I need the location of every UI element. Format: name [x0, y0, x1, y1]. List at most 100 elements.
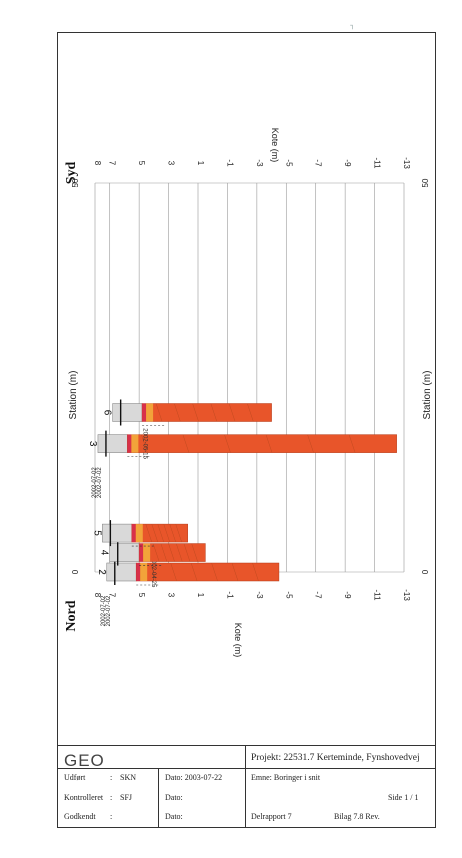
nord-label: Nord [64, 600, 79, 631]
borehole-peat-layer [139, 543, 144, 562]
row-date: Dato: 2003-07-22 [165, 773, 223, 782]
clay-hatch [169, 524, 176, 543]
borehole-date: 2002-07-02 [101, 595, 107, 626]
borehole-sand-layer [135, 524, 143, 543]
station-axis-title-right: Station (m) [422, 371, 433, 420]
clay-hatch [170, 562, 177, 582]
kote-tick-label-bottom: -5 [284, 591, 293, 599]
row-appendix: Bilag 7.8 Rev. [334, 812, 380, 821]
clay-hatch [265, 434, 273, 453]
kote-tick-label-bottom: -11 [373, 590, 382, 602]
title-block-divider [245, 745, 246, 828]
kote-tick-label-bottom: 5 [137, 593, 146, 598]
row-label: Kontrolleret [64, 793, 104, 802]
borehole-id: 3 [87, 441, 98, 447]
station-tick-label-left: 50 [71, 178, 80, 187]
kote-tick-label-top: 7 [108, 161, 117, 166]
clay-hatch [210, 403, 218, 422]
clay-hatch [307, 434, 314, 453]
kote-tick-label-bottom: -1 [225, 591, 234, 599]
geo-logo: GEO [64, 751, 105, 770]
station-tick-label-right: 50 [421, 178, 430, 187]
clay-hatch [175, 524, 182, 543]
clay-hatch [231, 562, 239, 582]
kote-tick-label-bottom: 8 [93, 593, 102, 598]
title-block-divider-2 [158, 768, 159, 828]
clay-hatch [141, 434, 148, 453]
row-subject: Emne: Boringer i snit [251, 773, 321, 782]
syd-label: Syd [64, 162, 79, 185]
borehole-id: 2 [96, 569, 107, 575]
title-block-line [57, 768, 436, 769]
kote-tick-label-bottom: -3 [255, 591, 264, 599]
borehole-id: 5 [91, 530, 102, 536]
station-tick-label-left: 0 [71, 569, 80, 574]
clay-hatch [157, 524, 164, 543]
clay-hatch [145, 524, 153, 543]
page-frame [57, 32, 436, 828]
kote-tick-label-top: 3 [167, 161, 176, 166]
kote-axis-title-bottom: Kote (m) [233, 623, 243, 658]
kote-tick-label-bottom: -13 [402, 589, 411, 601]
borehole-peat-layer [127, 434, 132, 453]
borehole-sample-label: 2002-04-25 [150, 557, 156, 588]
kote-tick-label-bottom: 1 [196, 593, 205, 598]
clay-hatch [190, 562, 198, 582]
borehole-sand-layer [143, 543, 151, 562]
clay-hatch [160, 543, 168, 562]
kote-tick-label-top: 1 [196, 161, 205, 166]
clay-hatch [176, 543, 183, 562]
borehole-sand-layer [131, 434, 139, 453]
borehole-fill-layer [109, 543, 140, 562]
kote-axis-title-top: Kote (m) [270, 128, 280, 163]
kote-tick-label-top: -5 [284, 159, 293, 167]
borehole-date: 2002-07-02 [97, 467, 103, 498]
kote-tick-label-top: -3 [255, 159, 264, 167]
clay-hatch [152, 543, 160, 562]
borehole-fill-layer [112, 403, 143, 422]
row-report: Delrapport 7 [251, 812, 292, 821]
row-date: Dato: [165, 793, 183, 802]
clay-hatch [247, 403, 254, 422]
borehole-peat-layer [136, 563, 141, 581]
kote-tick-label-top: 8 [93, 161, 102, 166]
borehole-date: 2002-07-02 [92, 467, 98, 498]
clay-hatch [211, 562, 218, 582]
clay-hatch [191, 543, 198, 562]
row-sep: : [110, 793, 113, 802]
row-label: Godkendt [64, 812, 96, 821]
clay-hatch [228, 403, 236, 422]
kote-tick-label-top: -7 [314, 159, 323, 167]
kote-tick-label-top: -11 [373, 158, 382, 170]
station-tick-label-right: 0 [421, 569, 430, 574]
borehole-fill-layer [102, 523, 133, 543]
borehole-fill-layer [106, 562, 137, 582]
borehole-date: 2002-07-02 [106, 595, 112, 626]
clay-hatch [252, 562, 259, 582]
clay-hatch [168, 543, 175, 562]
station-axis-title-left: Station (m) [68, 371, 79, 420]
row-label: Udført [64, 773, 86, 782]
borehole-clay-layer [141, 403, 272, 422]
clay-hatch [155, 403, 163, 422]
title-block-top-line [57, 745, 436, 746]
row-sep: : [110, 812, 113, 821]
clay-hatch [163, 524, 170, 543]
borehole-peat-layer [142, 403, 147, 422]
borehole-id: 4 [99, 550, 110, 556]
row-value: SFJ [120, 793, 133, 802]
kote-tick-label-top: -13 [402, 157, 411, 169]
clay-hatch [149, 562, 157, 582]
kote-tick-label-top: -9 [343, 159, 352, 167]
row-page: Side 1 / 1 [388, 793, 419, 802]
clay-hatch [224, 434, 231, 453]
clay-hatch [183, 543, 191, 562]
borehole-peat-layer [131, 524, 136, 543]
kote-tick-label-top: 5 [137, 161, 146, 166]
kote-tick-label-bottom: 7 [108, 593, 117, 598]
clay-hatch [192, 403, 199, 422]
borehole-sand-layer [146, 403, 154, 422]
kote-tick-label-bottom: -7 [314, 591, 323, 599]
row-value: SKN [120, 773, 137, 782]
